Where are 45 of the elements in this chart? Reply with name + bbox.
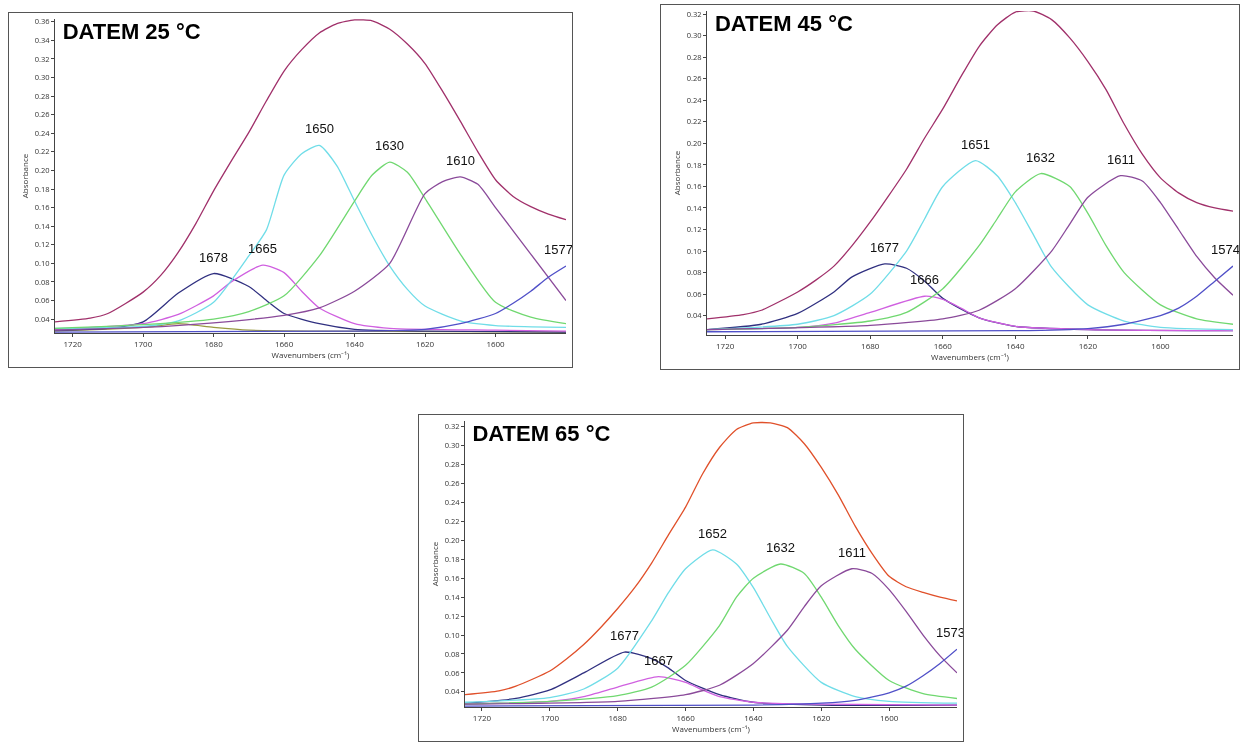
x-axis-title: Wavenumbers (cm⁻¹) bbox=[271, 348, 351, 360]
x-tick-label: 1660 bbox=[274, 337, 294, 349]
annotation: 1630 bbox=[375, 138, 404, 153]
x-tick-label: 1600 bbox=[1151, 339, 1171, 351]
x-tick-label: 1660 bbox=[676, 711, 696, 723]
x-axis-title: Wavenumbers (cm⁻¹) bbox=[931, 350, 1010, 362]
x-tick-label: 1700 bbox=[788, 339, 808, 351]
x-tick-label: 1640 bbox=[744, 711, 763, 723]
annotation: 1611 bbox=[838, 545, 866, 560]
annotation: 1652 bbox=[698, 526, 727, 541]
x-tick-label: 1720 bbox=[715, 339, 735, 351]
annotation: 1677 bbox=[610, 628, 639, 643]
annotation: 1665 bbox=[248, 241, 277, 256]
chart-title: DATEM 65 °C bbox=[472, 420, 611, 446]
x-tick-label: 1680 bbox=[204, 337, 224, 349]
annotation: 1577 bbox=[544, 242, 573, 257]
x-tick-label: 1620 bbox=[415, 337, 435, 349]
x-tick-label: 1620 bbox=[1078, 339, 1098, 351]
x-tick-label: 1680 bbox=[861, 339, 880, 351]
x-tick-label: 1640 bbox=[345, 337, 365, 349]
x-tick-label: 1680 bbox=[608, 711, 628, 723]
x-tick-label: 1700 bbox=[133, 337, 153, 349]
annotation: 1677 bbox=[870, 240, 899, 255]
y-axis-title: Absorbance bbox=[19, 153, 31, 199]
annotation: 1678 bbox=[199, 250, 228, 265]
annotation: 1632 bbox=[766, 540, 795, 555]
x-tick-label: 1720 bbox=[63, 337, 83, 349]
y-axis-title: Absorbance bbox=[671, 150, 683, 196]
annotation: 1651 bbox=[961, 137, 990, 152]
chart-title: DATEM 45 °C bbox=[714, 11, 853, 37]
x-tick-label: 1600 bbox=[486, 337, 506, 349]
annotation: 1610 bbox=[446, 153, 475, 168]
y-axis-title: Absorbance bbox=[429, 541, 441, 587]
x-tick-label: 1660 bbox=[933, 339, 953, 351]
annotation: 1574 bbox=[1211, 242, 1240, 257]
x-tick-label: 1620 bbox=[812, 711, 831, 723]
annotation: 1632 bbox=[1026, 150, 1055, 165]
x-tick-label: 1640 bbox=[1006, 339, 1025, 351]
x-tick-label: 1600 bbox=[879, 711, 899, 723]
annotation: 1611 bbox=[1107, 152, 1135, 167]
x-tick-label: 1700 bbox=[540, 711, 560, 723]
chart-title: DATEM 25 °C bbox=[62, 19, 201, 45]
annotation: 1650 bbox=[305, 121, 334, 136]
x-tick-label: 1720 bbox=[472, 711, 492, 723]
x-axis-title: Wavenumbers (cm⁻¹) bbox=[672, 722, 751, 734]
